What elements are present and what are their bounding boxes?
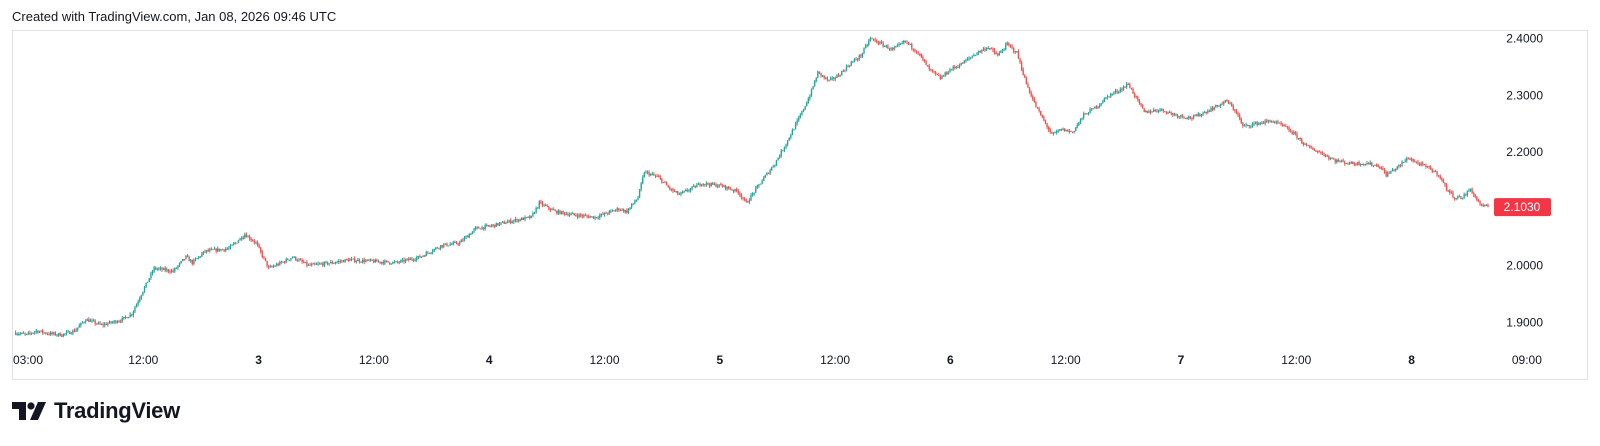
x-tick-label: 8 [1408,353,1415,367]
chart-frame [12,30,1588,380]
x-tick-label: 12:00 [1051,353,1081,367]
x-tick-label: 03:00 [13,353,43,367]
last-price-label: 2.1030 [1504,200,1541,214]
x-tick-label: 6 [947,353,954,367]
y-tick-label: 2.2000 [1506,145,1543,159]
x-axis: 03:00 12:00 3 12:00 4 12:00 5 12:00 6 12:00 7 12:00… [13,353,1542,367]
candles-layer [14,36,1489,338]
x-tick-label: 09:00 [1512,353,1542,367]
y-tick-label: 2.4000 [1506,32,1543,46]
x-tick-label: 7 [1178,353,1185,367]
y-tick-label: 1.9000 [1506,315,1543,329]
x-tick-label: 4 [486,353,493,367]
last-price-badge-bg [1494,198,1551,217]
x-tick-label: 12:00 [359,353,389,367]
tradingview-logo[interactable]: TradingView [12,398,180,424]
y-tick-label: 2.3000 [1506,88,1543,102]
created-with-header: Created with TradingView.com, Jan 08, 20… [12,9,337,24]
tradingview-logo-text: TradingView [54,398,180,423]
x-tick-label: 12:00 [128,353,158,367]
last-price-badge: 2.1030 [1494,198,1551,217]
x-tick-label: 12:00 [1281,353,1311,367]
x-tick-label: 3 [255,353,262,367]
x-tick-label: 12:00 [820,353,850,367]
x-tick-label: 5 [716,353,723,367]
tradingview-logo-icon [12,402,46,420]
x-tick-label: 12:00 [589,353,619,367]
y-tick-label: 2.0000 [1506,259,1543,273]
